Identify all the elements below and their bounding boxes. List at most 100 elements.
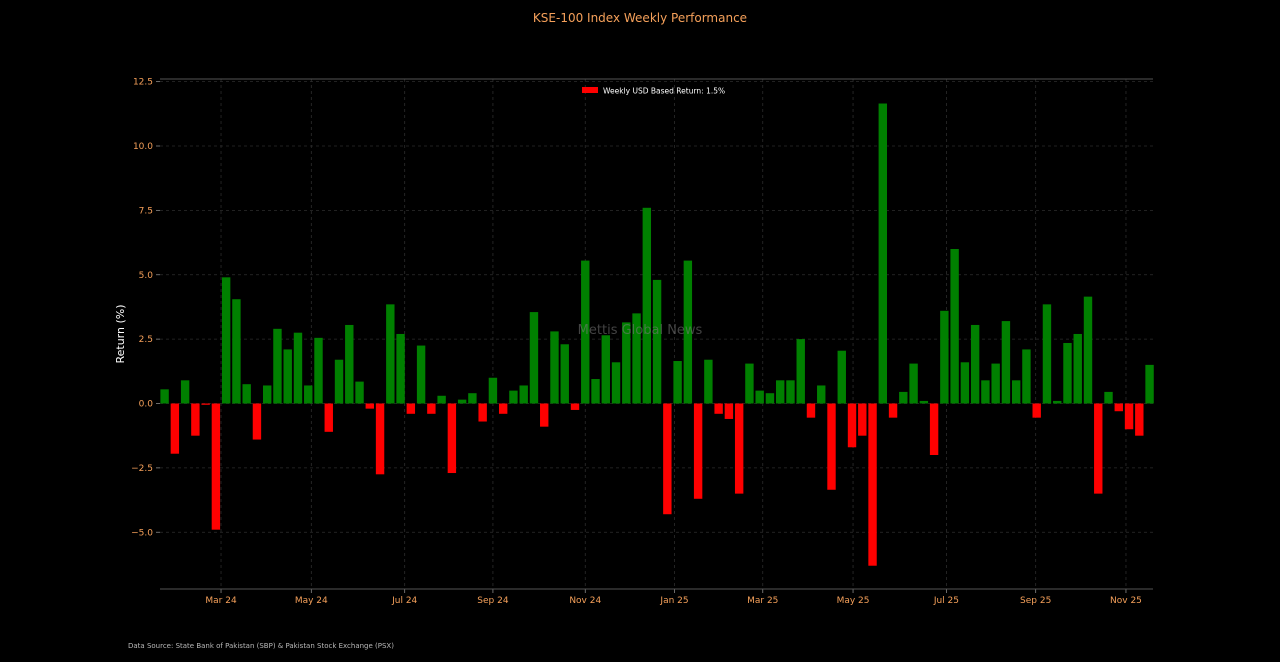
- bar: [386, 304, 395, 404]
- bar: [529, 312, 539, 404]
- bar: [950, 249, 959, 404]
- x-tick-label: Sep 25: [1020, 596, 1051, 606]
- bar: [929, 403, 939, 455]
- bar: [191, 403, 200, 436]
- bar: [550, 331, 559, 404]
- bar: [663, 403, 672, 515]
- bar: [611, 362, 621, 404]
- bar: [1022, 349, 1031, 404]
- bar: [847, 403, 857, 448]
- bar: [1104, 391, 1113, 404]
- bar: [837, 350, 846, 404]
- bar: [488, 377, 498, 404]
- bar: [560, 344, 569, 404]
- bar: [919, 400, 929, 404]
- bar: [581, 260, 590, 404]
- bar: [478, 403, 487, 422]
- bar: [170, 403, 180, 454]
- bar: [396, 333, 405, 404]
- bar: [622, 322, 631, 404]
- bar: [991, 363, 1000, 404]
- bar: [1011, 380, 1021, 404]
- bar: [283, 349, 292, 404]
- bar: [1145, 364, 1154, 404]
- bar: [180, 380, 190, 404]
- y-tick-label: 7.5: [139, 206, 153, 216]
- bar: [960, 362, 970, 404]
- bar: [457, 399, 467, 404]
- bar: [806, 403, 816, 418]
- bar: [498, 403, 508, 414]
- bar: [314, 337, 323, 404]
- y-tick-label: 2.5: [139, 335, 153, 345]
- bar: [652, 279, 662, 404]
- bar: [519, 385, 528, 404]
- bar: [1114, 403, 1123, 412]
- y-tick-label: 5.0: [139, 271, 154, 281]
- bar: [273, 328, 282, 404]
- bar: [365, 403, 374, 409]
- x-tick-label: Jan 25: [659, 596, 688, 606]
- bar: [858, 403, 867, 436]
- bar: [406, 403, 416, 414]
- bar: [540, 403, 549, 427]
- bar: [888, 403, 898, 418]
- bar: [673, 361, 682, 404]
- bar: [304, 385, 313, 404]
- bar: [909, 363, 918, 404]
- bar: [1001, 321, 1011, 404]
- x-tick-label: Jul 24: [391, 596, 417, 606]
- bar: [447, 403, 457, 474]
- bar: [293, 332, 303, 404]
- bar: [765, 393, 775, 404]
- bar: [745, 363, 754, 404]
- x-tick-label: Mar 24: [205, 596, 237, 606]
- bar: [693, 403, 703, 499]
- bar: [1032, 403, 1041, 418]
- bar: [632, 313, 641, 404]
- bar: [1083, 296, 1093, 404]
- x-tick-label: Nov 25: [1110, 596, 1142, 606]
- bar: [324, 403, 333, 432]
- bar: [755, 390, 764, 404]
- bar: [899, 391, 908, 404]
- bar: [345, 324, 354, 404]
- bar: [437, 395, 446, 404]
- bar: [981, 380, 990, 404]
- bar: [734, 403, 744, 494]
- chart-title: KSE-100 Index Weekly Performance: [532, 11, 748, 25]
- bar: [1073, 333, 1082, 404]
- bar: [509, 390, 518, 404]
- bar: [591, 379, 600, 404]
- bar: [221, 277, 231, 404]
- bar: [683, 260, 693, 404]
- bar: [878, 103, 887, 404]
- y-tick-label: 10.0: [133, 142, 153, 152]
- watermark: Mettis Global News: [578, 323, 703, 338]
- bar: [1063, 342, 1072, 404]
- bar: [642, 207, 652, 404]
- bar: [1094, 403, 1103, 494]
- bar: [160, 389, 169, 404]
- bar: [416, 345, 426, 404]
- bar: [355, 381, 364, 404]
- legend-label: Weekly USD Based Return: 1.5%: [603, 87, 725, 96]
- bar: [1124, 403, 1134, 430]
- bar: [1135, 403, 1144, 436]
- bar: [714, 403, 723, 414]
- bar: [375, 403, 385, 475]
- x-tick-label: Sep 24: [477, 596, 509, 606]
- bar: [601, 335, 610, 404]
- bar: [970, 324, 980, 404]
- bar: [427, 403, 436, 414]
- x-tick-label: May 25: [837, 596, 870, 606]
- bar: [1053, 400, 1062, 404]
- bar: [263, 385, 272, 404]
- bar: [776, 380, 785, 404]
- bar: [570, 403, 580, 410]
- y-tick-label: −5.0: [131, 528, 153, 538]
- y-axis-label: Return (%): [114, 304, 127, 363]
- x-tick-label: Mar 25: [747, 596, 778, 606]
- x-tick-label: May 24: [295, 596, 328, 606]
